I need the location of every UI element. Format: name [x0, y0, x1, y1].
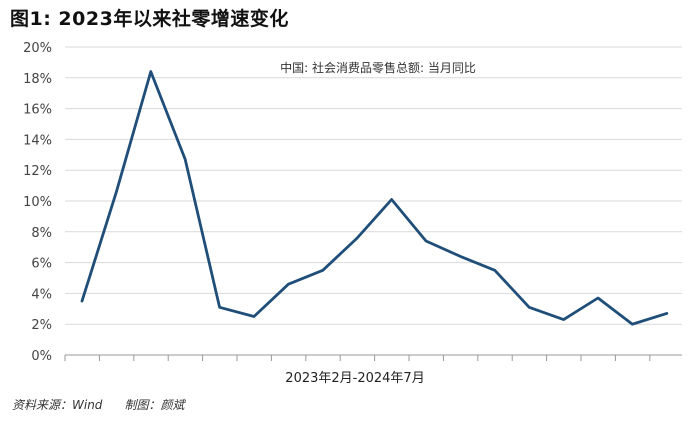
source-note: 资料来源：Wind 制图：颜斌: [12, 396, 184, 413]
chart-author: 制图：颜斌: [124, 398, 185, 412]
y-tick-label: 2%: [31, 318, 52, 333]
y-tick-label: 6%: [31, 257, 52, 272]
y-tick-label: 8%: [31, 226, 52, 241]
y-tick-label: 18%: [23, 72, 52, 87]
y-tick-label: 12%: [23, 164, 52, 179]
chart-title: 图1: 2023年以来社零增速变化: [10, 8, 289, 30]
y-tick-label: 10%: [23, 195, 52, 210]
y-tick-label: 20%: [23, 41, 52, 56]
data-source: 资料来源：Wind: [12, 398, 103, 412]
y-tick-label: 14%: [23, 133, 52, 148]
y-tick-label: 4%: [31, 287, 52, 302]
y-tick-label: 16%: [23, 103, 52, 118]
series-line: [80, 70, 669, 326]
x-axis-label: 2023年2月-2024年7月: [285, 371, 424, 386]
series-title: 中国: 社会消费品零售总额: 当月同比: [280, 60, 476, 75]
y-tick-label: 0%: [31, 349, 52, 364]
